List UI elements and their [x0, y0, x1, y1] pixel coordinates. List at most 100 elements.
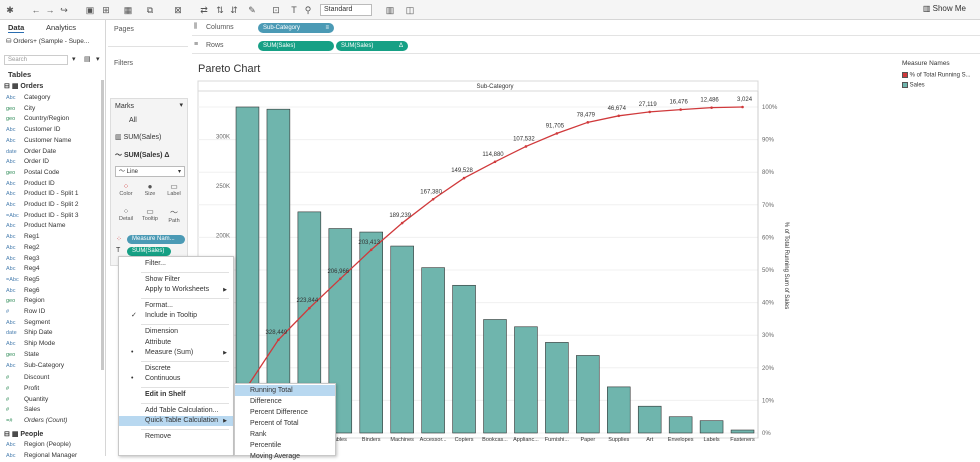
- orders-table[interactable]: ⊟ ▦ Orders: [4, 83, 44, 90]
- dimension-field[interactable]: =Abc Reg5: [6, 275, 40, 283]
- view-icon[interactable]: ▤: [84, 56, 91, 63]
- dimension-field[interactable]: Abc Category: [6, 94, 51, 101]
- dimension-field[interactable]: Abc Region (People): [6, 441, 71, 448]
- dimension-field[interactable]: Abc Product ID - Split 1: [6, 190, 79, 198]
- menu-item[interactable]: ✓ Include in Tooltip: [131, 312, 198, 320]
- dimension-field[interactable]: Abc Regional Manager: [6, 451, 78, 459]
- sum-sales-pill[interactable]: SUM(Sales): [127, 247, 171, 256]
- dimension-field[interactable]: Abc Sub-Category: [6, 361, 65, 369]
- sort-asc-icon[interactable]: ⇅: [216, 5, 224, 15]
- save-icon[interactable]: ▣: [85, 5, 95, 15]
- tab-analytics[interactable]: Analytics: [46, 23, 77, 32]
- menu-item[interactable]: • Continuous: [131, 375, 181, 383]
- group-icon[interactable]: ⊡: [272, 5, 280, 15]
- dimension-field[interactable]: Abc Reg6: [6, 286, 40, 294]
- measure-field[interactable]: # Quantity: [6, 395, 49, 403]
- measure-field[interactable]: # Discount: [6, 374, 50, 382]
- menu-item[interactable]: Show Filter: [145, 275, 181, 283]
- pareto-chart[interactable]: Sub-Category 100% 90% 80% 70% 60% 50% 40% 30% 20%…: [190, 56, 890, 456]
- redo-alt-icon[interactable]: ↪: [60, 5, 68, 15]
- legend-item[interactable]: Sales: [902, 82, 925, 89]
- label-icon[interactable]: T: [291, 5, 297, 15]
- dimension-field[interactable]: Abc Segment: [6, 318, 51, 326]
- submenu-item[interactable]: Percent of Total: [250, 420, 299, 427]
- dimension-field[interactable]: Abc Customer Name: [6, 136, 72, 144]
- dimension-field[interactable]: Abc Order ID: [6, 158, 49, 166]
- filter-icon[interactable]: ▾: [72, 56, 76, 63]
- measure-field[interactable]: # Sales: [6, 406, 41, 414]
- show-me-button[interactable]: ▥ Show Me: [922, 4, 966, 13]
- marks-sum-sales[interactable]: ▥ SUM(Sales): [115, 134, 162, 141]
- menu-item[interactable]: Edit in Shelf: [145, 391, 186, 398]
- people-table[interactable]: ⊟ ▦ People: [4, 431, 44, 438]
- menu-item[interactable]: Filter...: [145, 260, 167, 267]
- tooltip-button[interactable]: ▭ Tooltip: [139, 207, 161, 229]
- marks-sum-sales-delta[interactable]: 〜 SUM(Sales) Δ: [115, 152, 170, 159]
- dimension-field[interactable]: # Row ID: [6, 308, 46, 315]
- swap-icon[interactable]: ⇄: [200, 5, 208, 15]
- color-button[interactable]: ⁘ Color: [115, 182, 137, 204]
- menu-item[interactable]: Quick Table Calculation ▶: [119, 416, 233, 427]
- rows-shelf[interactable]: ≡ Rows SUM(Sales) SUM(Sales) Δ: [192, 38, 980, 54]
- card-menu-icon[interactable]: ▾: [179, 102, 183, 109]
- dimension-field[interactable]: geo Region: [6, 297, 45, 305]
- presentation-icon[interactable]: ◫: [405, 5, 415, 15]
- highlight-icon[interactable]: ✎: [248, 5, 256, 15]
- dimension-field[interactable]: Abc Customer ID: [6, 126, 61, 134]
- dimension-field[interactable]: Abc Product ID: [6, 179, 55, 187]
- columns-shelf[interactable]: ⫼ Columns Sub-Category ≡: [192, 20, 980, 36]
- path-button[interactable]: 〜 Path: [163, 207, 185, 229]
- menu-item[interactable]: Discrete: [145, 364, 171, 372]
- menu-item[interactable]: Dimension: [145, 328, 179, 335]
- dimension-field[interactable]: date Ship Date: [6, 329, 53, 337]
- submenu-item[interactable]: Moving Average: [250, 453, 301, 460]
- menu-item[interactable]: Add Table Calculation...: [145, 406, 219, 414]
- detail-button[interactable]: ⁘ Detail: [115, 207, 137, 229]
- menu-icon[interactable]: ▾: [96, 56, 100, 63]
- legend-item[interactable]: % of Total Running S...: [902, 72, 971, 79]
- rows-sum-sales-delta-pill[interactable]: SUM(Sales) Δ: [336, 41, 408, 51]
- fit-dropdown[interactable]: Standard: [320, 4, 372, 16]
- dimension-field[interactable]: Abc Reg1: [6, 233, 40, 241]
- dimension-field[interactable]: geo Postal Code: [6, 168, 60, 176]
- submenu-item[interactable]: Running Total: [235, 385, 335, 396]
- label-button[interactable]: ▭ Label: [163, 182, 185, 204]
- menu-item[interactable]: • Measure (Sum) ▶: [131, 349, 227, 357]
- measure-field[interactable]: # Profit: [6, 384, 40, 392]
- clear-icon[interactable]: ⊠: [174, 5, 182, 15]
- menu-item[interactable]: Remove: [145, 432, 172, 440]
- dimension-field[interactable]: geo City: [6, 104, 36, 112]
- undo-icon[interactable]: ←: [31, 5, 41, 15]
- menu-item[interactable]: Format...: [145, 301, 174, 309]
- sort-desc-icon[interactable]: ⇵: [230, 5, 238, 15]
- dimension-field[interactable]: Abc Reg2: [6, 243, 40, 251]
- submenu-item[interactable]: Percent Difference: [250, 409, 308, 416]
- chart-icon[interactable]: ▥: [385, 5, 395, 15]
- measure-field[interactable]: =# Orders (Count): [6, 417, 68, 424]
- dimension-field[interactable]: date Order Date: [6, 147, 57, 155]
- submenu-item[interactable]: Difference: [250, 398, 282, 405]
- dimension-field[interactable]: geo State: [6, 350, 40, 358]
- datasource-name[interactable]: ⛁ Orders+ (Sample - Supe...: [6, 38, 90, 45]
- scrollbar[interactable]: [101, 80, 104, 370]
- tableau-logo-icon[interactable]: ✱: [6, 5, 14, 15]
- marks-all[interactable]: All: [129, 117, 137, 124]
- measure-names-pill[interactable]: Measure Nam...: [127, 235, 185, 244]
- menu-item[interactable]: Attribute: [145, 338, 172, 346]
- new-sheet-icon[interactable]: ▦: [123, 5, 133, 15]
- submenu-item[interactable]: Percentile: [250, 442, 282, 449]
- rows-sum-sales-pill[interactable]: SUM(Sales): [258, 41, 334, 51]
- sub-category-pill[interactable]: Sub-Category ≡: [258, 23, 334, 33]
- mark-type-dropdown[interactable]: 〜 Line ▾: [115, 166, 185, 177]
- dimension-field[interactable]: Abc Reg4: [6, 265, 40, 273]
- dimension-field[interactable]: Abc Reg3: [6, 254, 40, 262]
- new-datasource-icon[interactable]: ⊞: [102, 5, 110, 15]
- dimension-field[interactable]: geo Country/Region: [6, 115, 70, 123]
- dimension-field[interactable]: Abc Ship Mode: [6, 340, 56, 348]
- redo-icon[interactable]: →: [45, 5, 55, 15]
- dimension-field[interactable]: =Abc Product ID - Split 3: [6, 211, 79, 219]
- tab-data[interactable]: Data: [8, 23, 25, 33]
- dimension-field[interactable]: Abc Product Name: [6, 222, 66, 230]
- pin-icon[interactable]: ⚲: [304, 5, 312, 15]
- menu-item[interactable]: Apply to Worksheets ▶: [145, 286, 227, 294]
